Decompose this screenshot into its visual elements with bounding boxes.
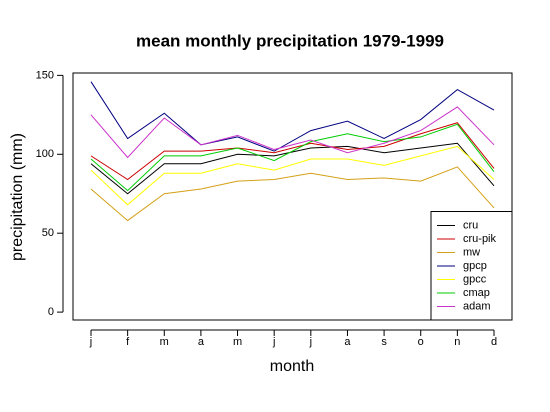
y-tick-label: 0 xyxy=(48,306,54,318)
legend-label: adam xyxy=(463,300,491,312)
x-tick-label: j xyxy=(272,336,275,348)
x-tick-label: n xyxy=(454,336,460,348)
x-tick-label: d xyxy=(491,336,497,348)
x-tick-label: a xyxy=(344,336,351,348)
legend-label: cru xyxy=(463,219,478,231)
x-tick-label: j xyxy=(309,336,312,348)
y-tick-label: 50 xyxy=(42,227,54,239)
x-tick-label: j xyxy=(89,336,92,348)
legend-label: gpcp xyxy=(463,260,487,272)
series-line xyxy=(90,106,495,159)
y-axis-label: precipitation (mm) xyxy=(9,133,26,261)
series-line xyxy=(90,81,495,152)
x-tick-label: f xyxy=(126,336,130,348)
chart-title: mean monthly precipitation 1979-1999 xyxy=(136,31,444,50)
x-tick-label: a xyxy=(198,336,205,348)
legend-label: cru-pik xyxy=(463,233,497,245)
x-tick-label: m xyxy=(233,336,242,348)
series-line xyxy=(90,166,495,222)
plot-box xyxy=(72,72,513,321)
legend-label: cmap xyxy=(463,287,490,299)
x-tick-label: o xyxy=(418,336,424,348)
y-tick-label: 100 xyxy=(36,148,54,160)
series-line xyxy=(90,145,495,206)
x-axis-label: month xyxy=(270,358,314,375)
series-line xyxy=(90,123,495,192)
legend-label: mw xyxy=(463,246,480,258)
legend-label: gpcc xyxy=(463,273,487,285)
y-tick-label: 150 xyxy=(36,69,54,81)
series-line xyxy=(90,142,495,195)
series-line xyxy=(90,122,495,181)
x-tick-label: m xyxy=(160,336,169,348)
x-tick-label: s xyxy=(381,336,387,348)
